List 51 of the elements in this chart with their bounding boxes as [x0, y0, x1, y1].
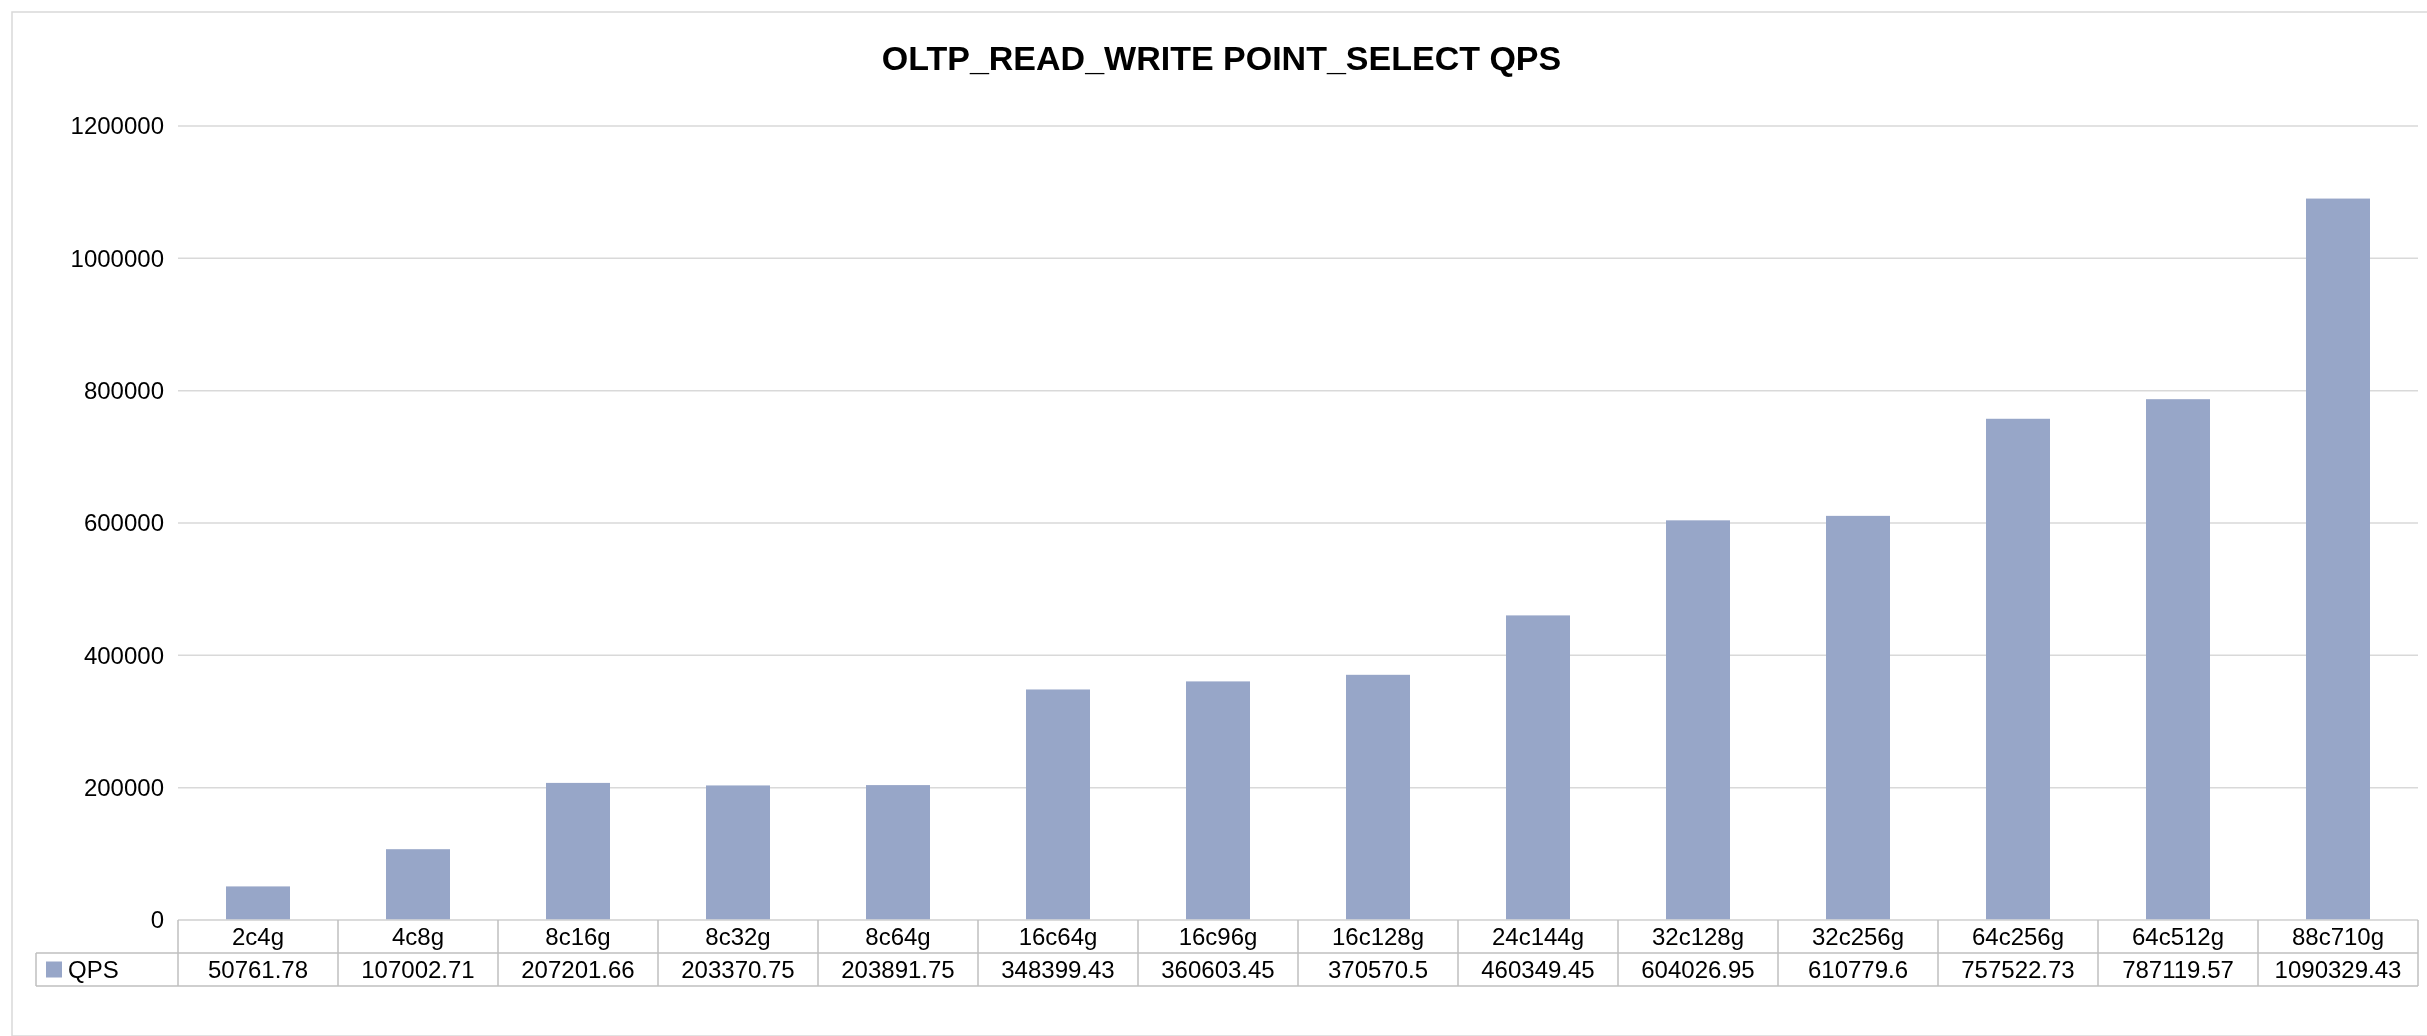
bar — [1666, 520, 1730, 920]
bar — [866, 785, 930, 920]
y-tick-label: 600000 — [83, 509, 164, 537]
legend-label: QPS — [68, 955, 119, 983]
data-label: 604026.95 — [1641, 955, 1755, 983]
x-tick-label: 64c512g — [2131, 922, 2225, 950]
bar — [386, 849, 450, 920]
data-label: 460349.45 — [1481, 955, 1595, 983]
x-tick-label: 8c32g — [705, 922, 771, 950]
data-label: 610779.6 — [1807, 955, 1909, 983]
bar — [226, 886, 290, 920]
y-tick-label: 1200000 — [70, 112, 164, 140]
data-label: 107002.71 — [361, 955, 475, 983]
x-tick-label: 2c4g — [231, 922, 285, 950]
x-tick-label: 32c128g — [1651, 922, 1745, 950]
data-label: 757522.73 — [1961, 955, 2075, 983]
x-tick-label: 64c256g — [1971, 922, 2065, 950]
bar — [2306, 198, 2370, 920]
data-label: 50761.78 — [207, 955, 309, 983]
bar — [1826, 515, 1890, 920]
y-tick-label: 800000 — [83, 377, 164, 405]
bar — [546, 782, 610, 920]
x-tick-label: 8c16g — [545, 922, 611, 950]
x-tick-label: 88c710g — [2291, 922, 2385, 950]
chart-title: OLTP_READ_WRITE POINT_SELECT QPS — [881, 39, 1562, 77]
bar — [2146, 399, 2210, 920]
y-tick-label: 400000 — [83, 641, 164, 669]
y-tick-label: 1000000 — [70, 244, 164, 272]
x-tick-label: 24c144g — [1491, 922, 1585, 950]
y-tick-label: 0 — [150, 906, 164, 934]
bar — [1986, 418, 2050, 920]
data-label: 1090329.43 — [2274, 955, 2402, 983]
data-label: 360603.45 — [1161, 955, 1275, 983]
bar — [706, 785, 770, 920]
y-tick-label: 200000 — [83, 774, 164, 802]
x-tick-label: 4c8g — [391, 922, 445, 950]
data-label: 203891.75 — [841, 955, 955, 983]
data-label: 203370.75 — [681, 955, 795, 983]
x-tick-label: 16c96g — [1178, 922, 1258, 950]
bar — [1186, 681, 1250, 920]
x-tick-label: 16c128g — [1331, 922, 1425, 950]
data-label: 370570.5 — [1327, 955, 1429, 983]
data-label: 787119.57 — [2122, 955, 2234, 983]
x-tick-label: 8c64g — [865, 922, 931, 950]
x-tick-label: 32c256g — [1811, 922, 1905, 950]
x-tick-label: 16c64g — [1018, 922, 1098, 950]
data-label: 207201.66 — [521, 955, 635, 983]
bar — [1506, 615, 1570, 920]
bar — [1346, 674, 1410, 920]
bar — [1026, 689, 1090, 920]
data-label: 348399.43 — [1001, 955, 1115, 983]
